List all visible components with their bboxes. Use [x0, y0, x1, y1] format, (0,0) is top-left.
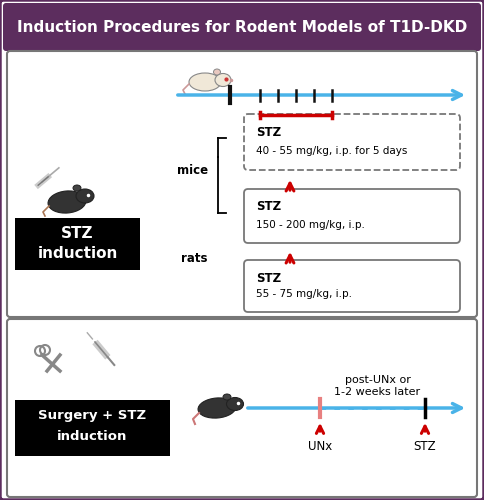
- Ellipse shape: [213, 69, 221, 75]
- Ellipse shape: [198, 398, 236, 418]
- Bar: [15, 218, 140, 270]
- Ellipse shape: [48, 191, 86, 213]
- Text: mice: mice: [177, 164, 208, 176]
- FancyBboxPatch shape: [244, 189, 460, 243]
- Text: 40 - 55 mg/kg, i.p. for 5 days: 40 - 55 mg/kg, i.p. for 5 days: [256, 146, 408, 156]
- Text: rats: rats: [182, 252, 208, 264]
- Text: Surgery + STZ: Surgery + STZ: [38, 410, 147, 422]
- Ellipse shape: [73, 185, 81, 191]
- Ellipse shape: [223, 394, 231, 400]
- Text: UNx: UNx: [308, 440, 332, 452]
- Text: post-UNx or: post-UNx or: [345, 375, 410, 385]
- FancyBboxPatch shape: [7, 319, 477, 497]
- FancyBboxPatch shape: [3, 3, 481, 51]
- Text: STZ: STZ: [256, 200, 281, 213]
- FancyBboxPatch shape: [7, 51, 477, 317]
- Text: STZ: STZ: [256, 272, 281, 284]
- Bar: [15, 400, 170, 456]
- Text: induction: induction: [57, 430, 128, 444]
- Text: Induction Procedures for Rodent Models of T1D-DKD: Induction Procedures for Rodent Models o…: [17, 20, 467, 34]
- Ellipse shape: [76, 189, 94, 203]
- Text: STZ: STZ: [61, 226, 94, 242]
- FancyBboxPatch shape: [244, 260, 460, 312]
- Text: 1-2 weeks later: 1-2 weeks later: [334, 387, 421, 397]
- Text: induction: induction: [37, 246, 118, 260]
- Text: 55 - 75 mg/kg, i.p.: 55 - 75 mg/kg, i.p.: [256, 289, 352, 299]
- Text: STZ: STZ: [256, 126, 281, 138]
- Ellipse shape: [215, 74, 231, 86]
- Text: STZ: STZ: [414, 440, 436, 452]
- Ellipse shape: [227, 398, 243, 410]
- FancyBboxPatch shape: [244, 114, 460, 170]
- Text: 150 - 200 mg/kg, i.p.: 150 - 200 mg/kg, i.p.: [256, 220, 365, 230]
- Ellipse shape: [189, 73, 221, 91]
